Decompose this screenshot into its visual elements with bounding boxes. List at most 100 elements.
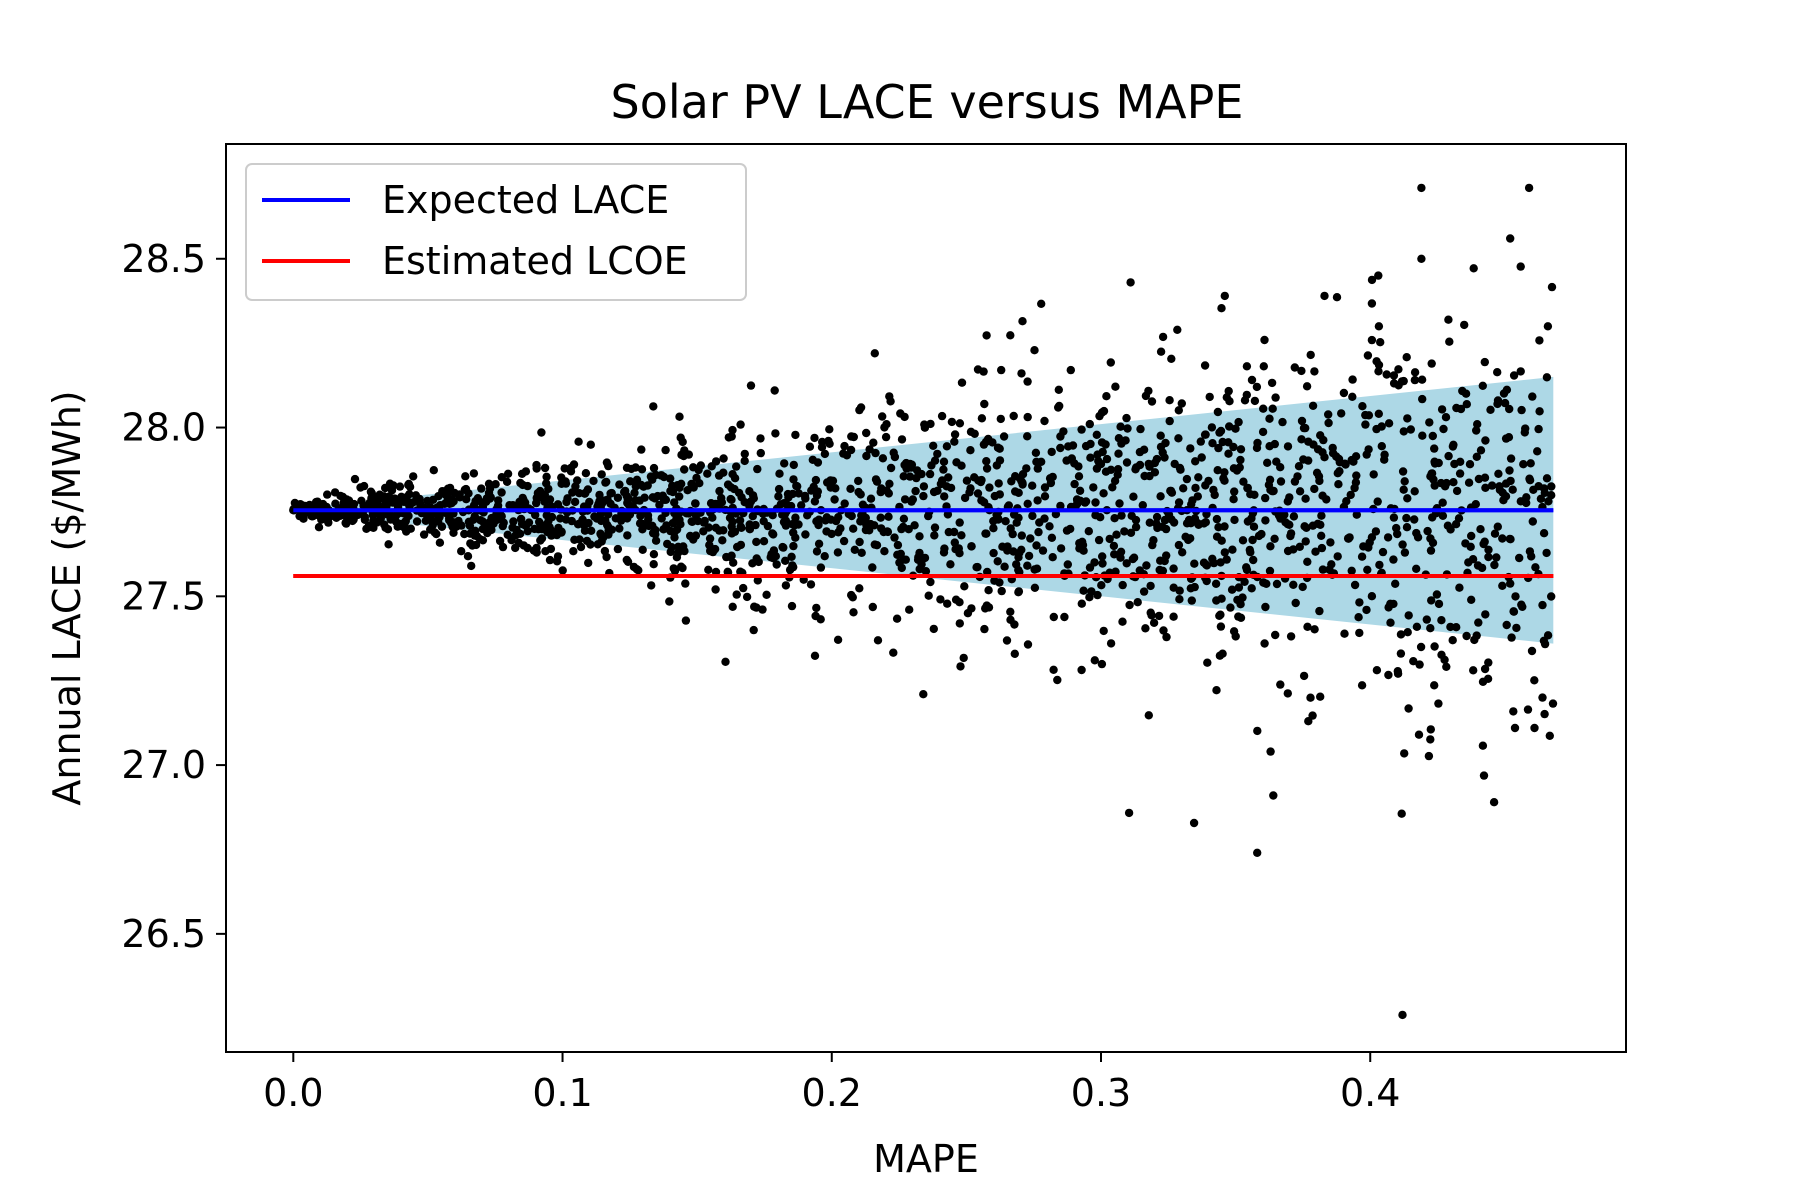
- scatter-point: [1026, 534, 1035, 543]
- scatter-point: [1531, 563, 1540, 572]
- scatter-point: [689, 463, 698, 472]
- scatter-point: [649, 463, 659, 473]
- scatter-point: [1105, 534, 1114, 544]
- scatter-point: [1484, 552, 1493, 562]
- scatter-point: [1096, 513, 1105, 522]
- scatter-point: [1417, 375, 1427, 384]
- scatter-point: [467, 561, 476, 571]
- scatter-point: [834, 513, 843, 522]
- scatter-point: [745, 487, 754, 496]
- scatter-point: [1259, 578, 1268, 587]
- scatter-point: [957, 531, 966, 540]
- scatter-point: [890, 452, 900, 462]
- scatter-point: [1233, 595, 1242, 605]
- scatter-point: [1481, 436, 1490, 445]
- scatter-point: [357, 496, 366, 505]
- scatter-point: [1098, 447, 1107, 457]
- scatter-point: [1186, 444, 1195, 453]
- scatter-point: [1070, 479, 1079, 489]
- scatter-point: [705, 534, 715, 543]
- scatter-point: [503, 530, 512, 539]
- scatter-point: [1498, 581, 1507, 590]
- scatter-point: [907, 460, 917, 469]
- scatter-point: [868, 563, 877, 572]
- scatter-point: [515, 497, 524, 506]
- scatter-point: [369, 516, 378, 525]
- scatter-point: [541, 547, 550, 556]
- scatter-point: [785, 565, 795, 575]
- scatter-point: [1086, 439, 1095, 449]
- scatter-point: [1276, 477, 1286, 486]
- scatter-point: [1539, 484, 1549, 493]
- scatter-point: [814, 515, 824, 524]
- scatter-point: [1220, 548, 1230, 557]
- scatter-point: [589, 476, 598, 486]
- scatter-point: [1342, 497, 1351, 506]
- scatter-point: [985, 483, 994, 492]
- scatter-point: [711, 457, 721, 466]
- scatter-point: [1426, 472, 1435, 481]
- scatter-point: [871, 448, 880, 458]
- scatter-point: [1410, 368, 1420, 377]
- scatter-point: [1053, 675, 1062, 685]
- scatter-point: [876, 487, 885, 497]
- scatter-point: [980, 624, 989, 634]
- scatter-point: [930, 531, 939, 540]
- scatter-point: [1452, 623, 1461, 632]
- scatter-point: [946, 560, 955, 569]
- scatter-point: [950, 437, 959, 446]
- scatter-point: [1249, 555, 1258, 565]
- scatter-point: [1055, 401, 1064, 411]
- scatter-point: [383, 510, 392, 519]
- scatter-point: [570, 497, 580, 507]
- scatter-point: [1448, 636, 1457, 645]
- scatter-point: [792, 481, 801, 491]
- scatter-point: [1297, 435, 1306, 444]
- scatter-point: [1189, 818, 1199, 828]
- scatter-point: [1424, 751, 1434, 761]
- scatter-point: [1224, 449, 1233, 458]
- scatter-point: [1391, 579, 1400, 588]
- scatter-point: [308, 512, 317, 521]
- scatter-point: [926, 577, 935, 587]
- scatter-point: [1352, 510, 1362, 519]
- scatter-point: [1476, 525, 1485, 534]
- scatter-point: [1358, 402, 1367, 411]
- scatter-point: [897, 524, 906, 534]
- scatter-point: [1285, 493, 1294, 502]
- scatter-point: [1303, 622, 1312, 631]
- scatter-point: [1117, 439, 1126, 448]
- scatter-point: [940, 492, 949, 501]
- scatter-point: [696, 461, 705, 470]
- scatter-point: [1089, 483, 1098, 492]
- scatter-point: [936, 479, 946, 489]
- scatter-point: [1415, 660, 1424, 669]
- scatter-point: [801, 494, 810, 503]
- scatter-point: [1467, 595, 1476, 604]
- scatter-point: [1154, 611, 1164, 621]
- scatter-point: [981, 529, 990, 538]
- y-tick-label: 28.0: [121, 406, 206, 450]
- scatter-point: [1535, 407, 1544, 416]
- legend-box: [245, 163, 747, 301]
- scatter-point: [1048, 553, 1057, 562]
- scatter-point: [597, 537, 606, 546]
- scatter-point: [970, 473, 979, 482]
- scatter-point: [1115, 499, 1124, 508]
- scatter-point: [1547, 282, 1557, 292]
- scatter-point: [900, 412, 909, 422]
- scatter-point: [1283, 520, 1293, 529]
- scatter-point: [1158, 332, 1168, 342]
- legend: Expected LACE Estimated LCOE: [245, 163, 747, 301]
- scatter-point: [1294, 462, 1304, 471]
- scatter-point: [1515, 553, 1524, 563]
- scatter-point: [967, 542, 976, 551]
- scatter-point: [1117, 511, 1126, 520]
- scatter-point: [1402, 353, 1411, 362]
- scatter-point: [644, 521, 654, 531]
- scatter-point: [930, 523, 940, 532]
- scatter-point: [1023, 561, 1032, 570]
- scatter-point: [977, 414, 987, 423]
- scatter-point: [770, 386, 779, 395]
- scatter-point: [1225, 397, 1234, 406]
